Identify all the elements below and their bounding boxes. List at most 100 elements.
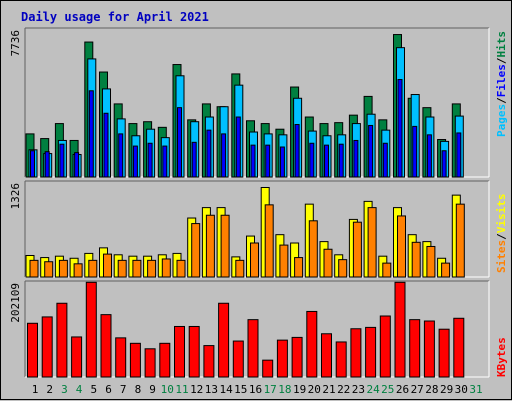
bar-sites-day-1 [29, 259, 39, 278]
bar-kbytes-day-20 [306, 310, 318, 378]
legend-item-hits: Hits [495, 31, 508, 58]
legend-panel-2: Sites/Visits [495, 194, 508, 274]
bar-files-day-25 [382, 142, 388, 178]
bar-files-day-6 [103, 112, 109, 178]
bar-files-day-27 [412, 125, 418, 178]
bar-files-day-20 [309, 142, 315, 178]
bar-files-day-3 [59, 143, 65, 178]
x-tick-label-day-26: 26 [396, 383, 409, 396]
legend-panel-1: Pages/Files/Hits [495, 31, 508, 137]
bar-files-day-13 [206, 129, 212, 178]
bar-sites-day-6 [103, 253, 112, 278]
chart-title: Daily usage for April 2021 [21, 10, 209, 24]
bar-sites-day-4 [73, 263, 83, 278]
bar-sites-day-15 [235, 259, 245, 278]
bar-files-day-30 [456, 132, 462, 178]
x-tick-label-day-17: 17 [264, 383, 277, 396]
bar-files-day-12 [191, 141, 197, 178]
bar-files-day-21 [324, 144, 329, 178]
bar-kbytes-day-30 [453, 317, 465, 378]
bar-kbytes-day-17 [262, 359, 274, 378]
bar-files-day-26 [397, 79, 403, 178]
bar-sites-day-2 [44, 261, 54, 278]
bar-files-day-10 [162, 145, 168, 178]
x-tick-label-day-7: 7 [120, 383, 127, 396]
bar-kbytes-day-25 [379, 315, 391, 378]
bar-files-day-28 [426, 134, 432, 178]
x-tick-label-day-2: 2 [46, 383, 53, 396]
bar-kbytes-day-16 [247, 319, 259, 378]
legend-separator: / [495, 97, 508, 104]
x-tick-label-day-10: 10 [161, 383, 174, 396]
x-tick-label-day-25: 25 [381, 383, 394, 396]
x-tick-label-day-23: 23 [352, 383, 365, 396]
legend-separator: / [495, 233, 508, 240]
bar-files-day-5 [88, 90, 94, 178]
bar-kbytes-day-27 [409, 319, 421, 378]
x-tick-label-day-20: 20 [308, 383, 321, 396]
bar-kbytes-day-5 [85, 281, 97, 378]
x-tick-label-day-21: 21 [322, 383, 335, 396]
bar-files-day-4 [74, 152, 80, 178]
bar-kbytes-day-14 [218, 302, 230, 378]
bar-kbytes-day-10 [159, 342, 171, 378]
bar-sites-day-17 [264, 204, 274, 278]
bar-kbytes-day-6 [100, 314, 112, 378]
x-tick-label-day-3: 3 [61, 383, 68, 396]
bar-sites-day-28 [426, 245, 436, 278]
bar-sites-day-7 [117, 259, 127, 278]
x-tick-label-day-19: 19 [293, 383, 306, 396]
bar-sites-day-24 [367, 207, 377, 278]
x-tick-label-day-1: 1 [32, 383, 39, 396]
bar-sites-day-5 [88, 259, 98, 278]
bar-kbytes-day-18 [276, 339, 288, 378]
bar-kbytes-day-2 [41, 316, 53, 378]
bar-sites-day-21 [323, 248, 333, 278]
bar-sites-day-16 [250, 242, 259, 278]
bar-files-day-8 [132, 145, 138, 178]
bar-sites-day-3 [58, 259, 68, 278]
x-tick-label-day-14: 14 [219, 383, 233, 396]
legend-item-sites: Sites [495, 240, 508, 273]
bar-sites-day-10 [161, 258, 171, 278]
x-tick-label-day-5: 5 [90, 383, 97, 396]
legend-panel-3: KBytes [495, 337, 508, 377]
x-tick-label-day-12: 12 [190, 383, 203, 396]
bar-kbytes-day-24 [365, 326, 377, 378]
legend-item-visits: Visits [495, 194, 508, 234]
x-tick-label-day-13: 13 [205, 383, 218, 396]
bar-sites-day-29 [441, 262, 451, 278]
bar-files-day-16 [250, 144, 256, 178]
bar-files-day-7 [118, 133, 124, 178]
bar-files-day-29 [441, 150, 447, 178]
bar-files-day-14 [221, 133, 227, 178]
bar-files-day-15 [235, 116, 241, 178]
bar-kbytes-day-9 [144, 348, 156, 378]
bar-files-day-18 [279, 146, 285, 178]
bar-kbytes-day-12 [188, 325, 200, 378]
x-tick-label-day-30: 30 [455, 383, 468, 396]
bar-kbytes-day-1 [27, 322, 38, 378]
bar-sites-day-20 [308, 220, 318, 278]
bar-kbytes-day-22 [335, 341, 347, 378]
bar-files-day-17 [265, 144, 271, 178]
bar-sites-day-26 [397, 215, 406, 278]
bar-sites-day-11 [176, 259, 186, 278]
bar-sites-day-27 [411, 241, 421, 278]
bar-kbytes-day-29 [438, 328, 450, 378]
bar-sites-day-19 [294, 257, 304, 278]
bar-files-day-24 [368, 124, 374, 178]
legend-separator: / [495, 57, 508, 64]
x-tick-label-day-8: 8 [135, 383, 142, 396]
bar-sites-day-8 [132, 259, 142, 278]
x-tick-label-day-15: 15 [234, 383, 247, 396]
bar-sites-day-18 [279, 244, 289, 278]
bar-sites-day-9 [147, 259, 157, 278]
ymax-label-1: 7736 [9, 30, 22, 57]
x-tick-label-day-18: 18 [278, 383, 291, 396]
bar-sites-day-13 [205, 214, 215, 278]
bar-kbytes-day-11 [174, 325, 185, 378]
bar-kbytes-day-21 [321, 333, 332, 378]
bar-kbytes-day-3 [56, 302, 68, 378]
bar-files-day-23 [353, 139, 359, 178]
